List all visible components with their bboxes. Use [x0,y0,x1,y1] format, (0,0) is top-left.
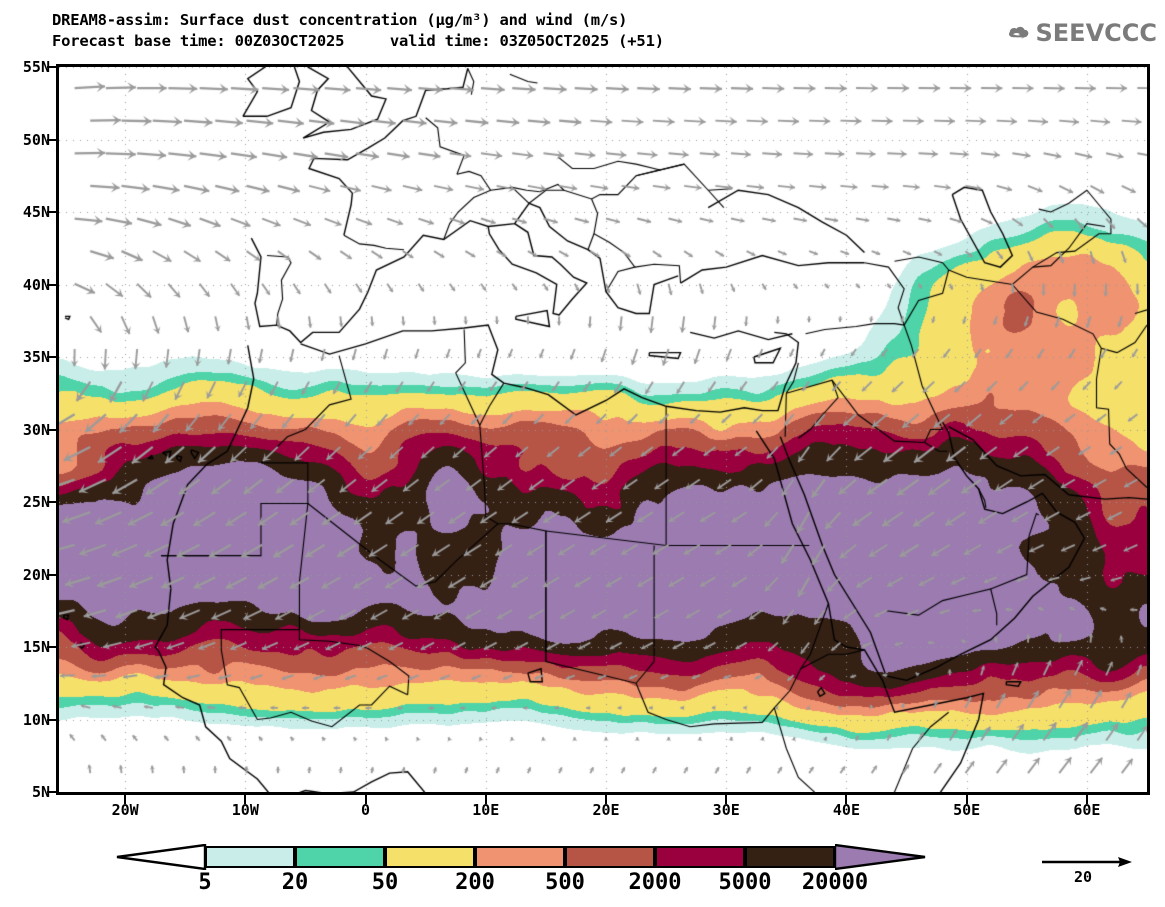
colorbar-left-extend [116,844,207,870]
x-tick-mark [124,795,127,804]
colorbar-segment-5 [565,846,655,868]
wind-arrow-icon [1042,857,1132,867]
map-plot-area [56,64,1150,795]
x-tick-mark [965,795,968,804]
y-tick-mark [47,356,56,358]
y-tick-mark [47,211,56,213]
dust-concentration-map [59,67,1147,792]
colorbar-segment-1 [205,846,295,868]
y-axis-label-50N: 50N [22,130,50,149]
y-tick-mark [47,66,56,68]
y-axis-label-25N: 25N [22,493,50,511]
wind-scale-reference: 20 [1040,852,1145,892]
x-axis-label-10E: 10E [472,801,500,819]
y-axis-label-10N: 10N [22,710,50,729]
colorbar-tick-500: 500 [545,870,585,895]
colorbar-segment-6 [655,846,745,868]
colorbar-segment-4 [475,846,565,868]
x-axis-label-60E: 60E [1073,801,1101,819]
colorbar-segment-3 [385,846,475,868]
colorbar-segment-2 [295,846,385,868]
logo-text: SEEVCCC [1035,19,1158,47]
cloud-icon [1009,26,1029,40]
plot-title: DREAM8-assim: Surface dust concentration… [52,10,932,52]
y-axis-label-55N: 55N [22,58,50,76]
colorbar-tick-2000: 2000 [628,870,682,895]
y-axis-label-35N: 35N [22,348,50,366]
x-axis-label-50E: 50E [953,801,981,819]
x-axis-label-40E: 40E [832,801,860,819]
colorbar-tick-50: 50 [371,870,399,895]
x-tick-mark [725,795,728,804]
y-tick-mark [47,573,56,576]
x-tick-mark [845,795,848,804]
title-line-1: DREAM8-assim: Surface dust concentration… [52,11,628,29]
seevccc-logo: SEEVCCC [1007,14,1157,52]
colorbar-tick-5000: 5000 [718,870,772,895]
colorbar-tick-5: 5 [198,870,212,895]
x-axis-label-0: 0 [361,801,371,819]
y-axis-label-20N: 20N [22,565,50,584]
wind-scale-label: 20 [1074,868,1093,886]
y-tick-mark [47,501,56,503]
y-axis-label-15N: 15N [22,638,50,656]
x-axis-label-20W: 20W [111,801,139,819]
y-axis-label-40N: 40N [22,275,50,294]
colorbar-segment-7 [745,846,835,868]
colorbar-tick-20: 20 [281,870,309,895]
y-axis-label-30N: 30N [22,420,50,439]
y-tick-mark [47,791,56,793]
x-axis-label-20E: 20E [592,801,620,819]
y-tick-mark [47,646,56,648]
colorbar-tick-200: 200 [455,870,495,895]
x-tick-mark [605,795,607,804]
y-tick-mark [47,138,56,141]
y-tick-mark [47,428,56,431]
y-tick-mark [47,718,56,721]
x-tick-mark [484,795,487,804]
y-tick-mark [47,283,56,286]
y-axis-label-5N: 5N [31,783,50,801]
x-tick-mark [1085,795,1088,804]
x-tick-mark [244,795,247,804]
y-axis-label-45N: 45N [22,203,50,221]
x-axis-label-10W: 10W [231,801,259,819]
colorbar-right-extend [835,844,926,870]
colorbar-tick-20000: 20000 [801,870,869,895]
x-axis-label-30E: 30E [712,801,740,819]
title-line-2: Forecast base time: 00Z03OCT2025 valid t… [52,32,664,50]
x-tick-mark [364,795,367,804]
